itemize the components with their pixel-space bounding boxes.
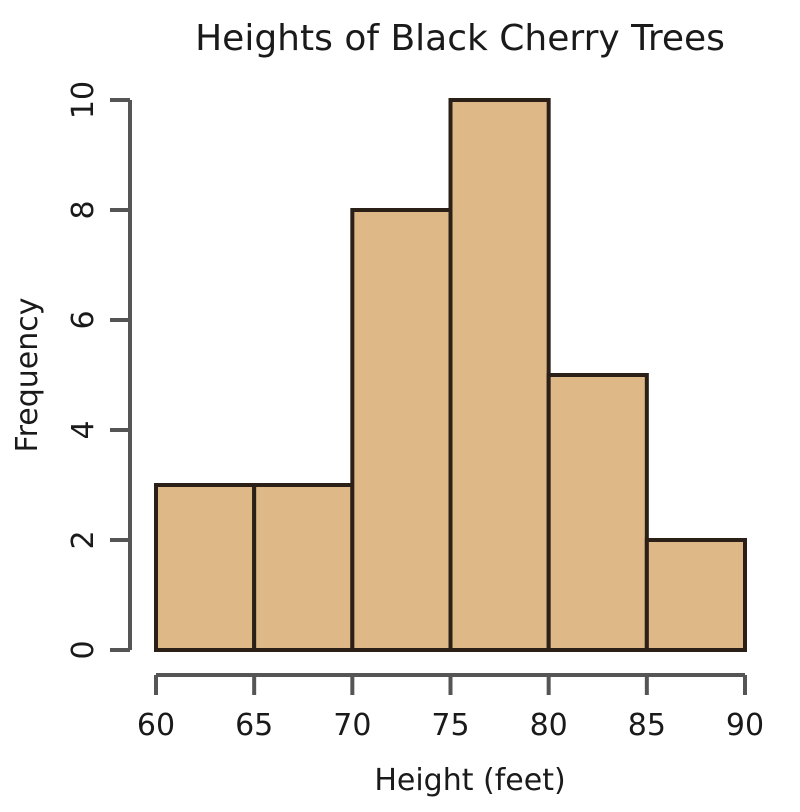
histogram-bars: [154, 98, 747, 652]
histogram-bar: [252, 483, 355, 652]
x-tick-label: 60: [137, 708, 175, 743]
x-axis-label: Height (feet): [374, 763, 565, 798]
chart-title: Heights of Black Cherry Trees: [195, 18, 725, 59]
histogram-bar: [546, 373, 649, 652]
y-tick-label: 2: [66, 530, 101, 549]
y-tick-label: 4: [66, 420, 101, 439]
histogram-bar: [448, 98, 551, 652]
histogram-bar: [350, 208, 453, 652]
x-tick-label: 90: [726, 708, 764, 743]
histogram-bar: [644, 538, 747, 652]
y-tick-label: 10: [66, 81, 101, 119]
y-tick-label: 8: [66, 200, 101, 219]
y-axis-label: Frequency: [10, 298, 45, 453]
y-tick-label: 6: [66, 310, 101, 329]
y-axis: 0 2 4 6 8 10: [66, 81, 132, 660]
x-tick-label: 75: [431, 708, 469, 743]
x-axis: 60 65 70 75 80 85 90: [137, 673, 764, 743]
x-tick-label: 70: [333, 708, 371, 743]
histogram-bar: [154, 483, 257, 652]
x-tick-label: 85: [628, 708, 666, 743]
y-tick-label: 0: [66, 640, 101, 659]
x-tick-label: 65: [235, 708, 273, 743]
x-tick-label: 80: [530, 708, 568, 743]
